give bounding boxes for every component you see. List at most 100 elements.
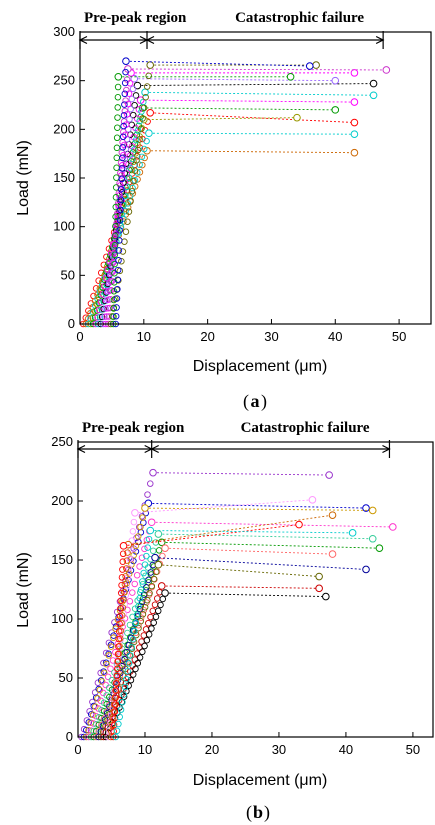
chart-a-xtick-label: 40	[328, 329, 342, 344]
chart-a-data-point	[111, 270, 118, 277]
chart-b-plot-frame	[77, 441, 434, 738]
chart-a-data-point	[124, 218, 131, 225]
chart-b-peak-marker	[161, 589, 169, 597]
chart-a-region-label: Pre-peak region	[84, 10, 187, 26]
chart-a-end-marker	[293, 113, 301, 122]
chart-b-data-point	[112, 694, 119, 702]
chart-b-data-point	[103, 660, 110, 668]
chart-b-peak-marker	[154, 530, 163, 538]
chart-a-data-point	[131, 146, 138, 153]
chart-a-xtick-label: 10	[137, 329, 151, 344]
chart-b-ytick-label: 150	[51, 552, 73, 567]
chart-a-data-point	[143, 83, 151, 90]
chart-a-data-point	[118, 175, 125, 183]
chart-b-failure-line	[153, 472, 330, 476]
chart-b-data-point	[139, 648, 146, 656]
chart-b-data-point	[119, 566, 126, 573]
chart-a-data-point	[114, 285, 121, 293]
chart-b-series	[112, 526, 357, 741]
chart-b-series	[83, 504, 377, 741]
chart-b-xtick-label: 10	[138, 742, 152, 757]
chart-a-data-point	[92, 285, 100, 292]
chart-b-data-point	[124, 659, 131, 666]
chart-b-failure-line	[123, 524, 300, 547]
chart-b-data-point	[143, 636, 151, 644]
chart-b-data-point	[120, 596, 127, 604]
chart-b-peak-marker	[149, 468, 157, 477]
chart-a-failure-line	[147, 150, 355, 154]
chart-b-xtick-label: 20	[205, 742, 219, 757]
chart-b-data-point	[130, 551, 137, 559]
chart-a-ytick-label: 100	[53, 219, 75, 234]
chart-b-data-point	[123, 675, 130, 683]
chart-b-data-point	[133, 650, 141, 657]
chart-a-data-point	[114, 114, 121, 121]
chart-b-ytick-label: 200	[51, 493, 73, 508]
chart-b-ytick-label: 0	[66, 729, 73, 744]
chart-a: 0 10 20 30 40 50 0 50 100 150 200 250 300 Pre-peak r…	[15, 10, 432, 412]
chart-a-data-point	[131, 102, 138, 109]
chart-b-data-point	[144, 544, 151, 551]
chart-a-data-point	[121, 90, 129, 98]
chart-a-series	[110, 72, 295, 328]
chart-a-data-point	[121, 170, 128, 177]
chart-b-data-point	[118, 574, 126, 581]
chart-a-data-point	[131, 167, 139, 174]
chart-b-series	[105, 496, 317, 741]
chart-b-peak-marker	[161, 544, 169, 553]
chart-a-data-point	[112, 312, 120, 320]
chart-b-data-point	[131, 580, 138, 588]
chart-a-failure-line	[140, 99, 355, 103]
chart-a-failure-line	[148, 132, 355, 135]
chart-a-peak-marker	[114, 72, 123, 81]
chart-b-data-point	[130, 518, 138, 526]
chart-b-data-point	[135, 603, 142, 610]
chart-b-data-point	[114, 658, 121, 665]
chart-b-data-point	[101, 669, 108, 677]
chart-b-data-point	[132, 542, 140, 550]
chart-a-data-point	[95, 277, 102, 284]
chart-a-data-point	[114, 266, 122, 274]
chart-b-data-point	[126, 598, 134, 605]
chart-a-data-point	[115, 207, 123, 215]
chart-a-data-point	[105, 313, 113, 320]
chart-a-data-point	[133, 157, 140, 164]
chart-b-data-point	[131, 656, 139, 663]
chart-a-ylabel: Load (mN)	[15, 140, 32, 216]
chart-b-data-point	[125, 660, 133, 667]
chart-b-data-point	[124, 668, 131, 675]
chart-b-data-point	[136, 654, 144, 661]
chart-a-data-point	[132, 136, 140, 144]
chart-a-data-point	[119, 144, 127, 151]
chart-a-data-point	[143, 137, 150, 145]
chart-a-data-point	[118, 257, 125, 265]
chart-a-end-marker	[350, 69, 359, 77]
chart-b-data-point	[108, 721, 116, 729]
chart-a-data-point	[128, 188, 136, 195]
chart-a-data-point	[111, 232, 119, 240]
chart-b-data-point	[115, 643, 122, 650]
chart-a-end-marker	[350, 118, 359, 127]
chart-a-ytick-label: 300	[53, 24, 75, 39]
chart-a-data-point	[106, 304, 114, 312]
chart-a-data-point	[113, 304, 120, 311]
chart-a-peak-marker	[145, 129, 153, 138]
chart-a-data-point	[113, 144, 121, 152]
chart-a-data-point	[134, 146, 142, 154]
chart-a-end-marker	[382, 66, 391, 74]
chart-a-data-point	[114, 124, 121, 131]
chart-a-data-point	[116, 216, 124, 224]
chart-a-data-point	[117, 196, 125, 203]
chart-a-data-point	[129, 85, 137, 93]
chart-a-data-point	[123, 183, 131, 191]
chart-a-end-marker	[305, 62, 314, 70]
chart-a-data-point	[101, 276, 108, 283]
chart-b-data-point	[153, 595, 161, 602]
chart-a-ytick-label: 150	[53, 170, 75, 185]
chart-a-data-point	[113, 164, 120, 172]
chart-b-data-point	[139, 514, 146, 521]
chart-a-data-point	[118, 186, 125, 193]
chart-b-data-point	[145, 535, 153, 543]
chart-b-end-marker	[328, 550, 337, 558]
chart-b-data-point	[121, 601, 128, 608]
